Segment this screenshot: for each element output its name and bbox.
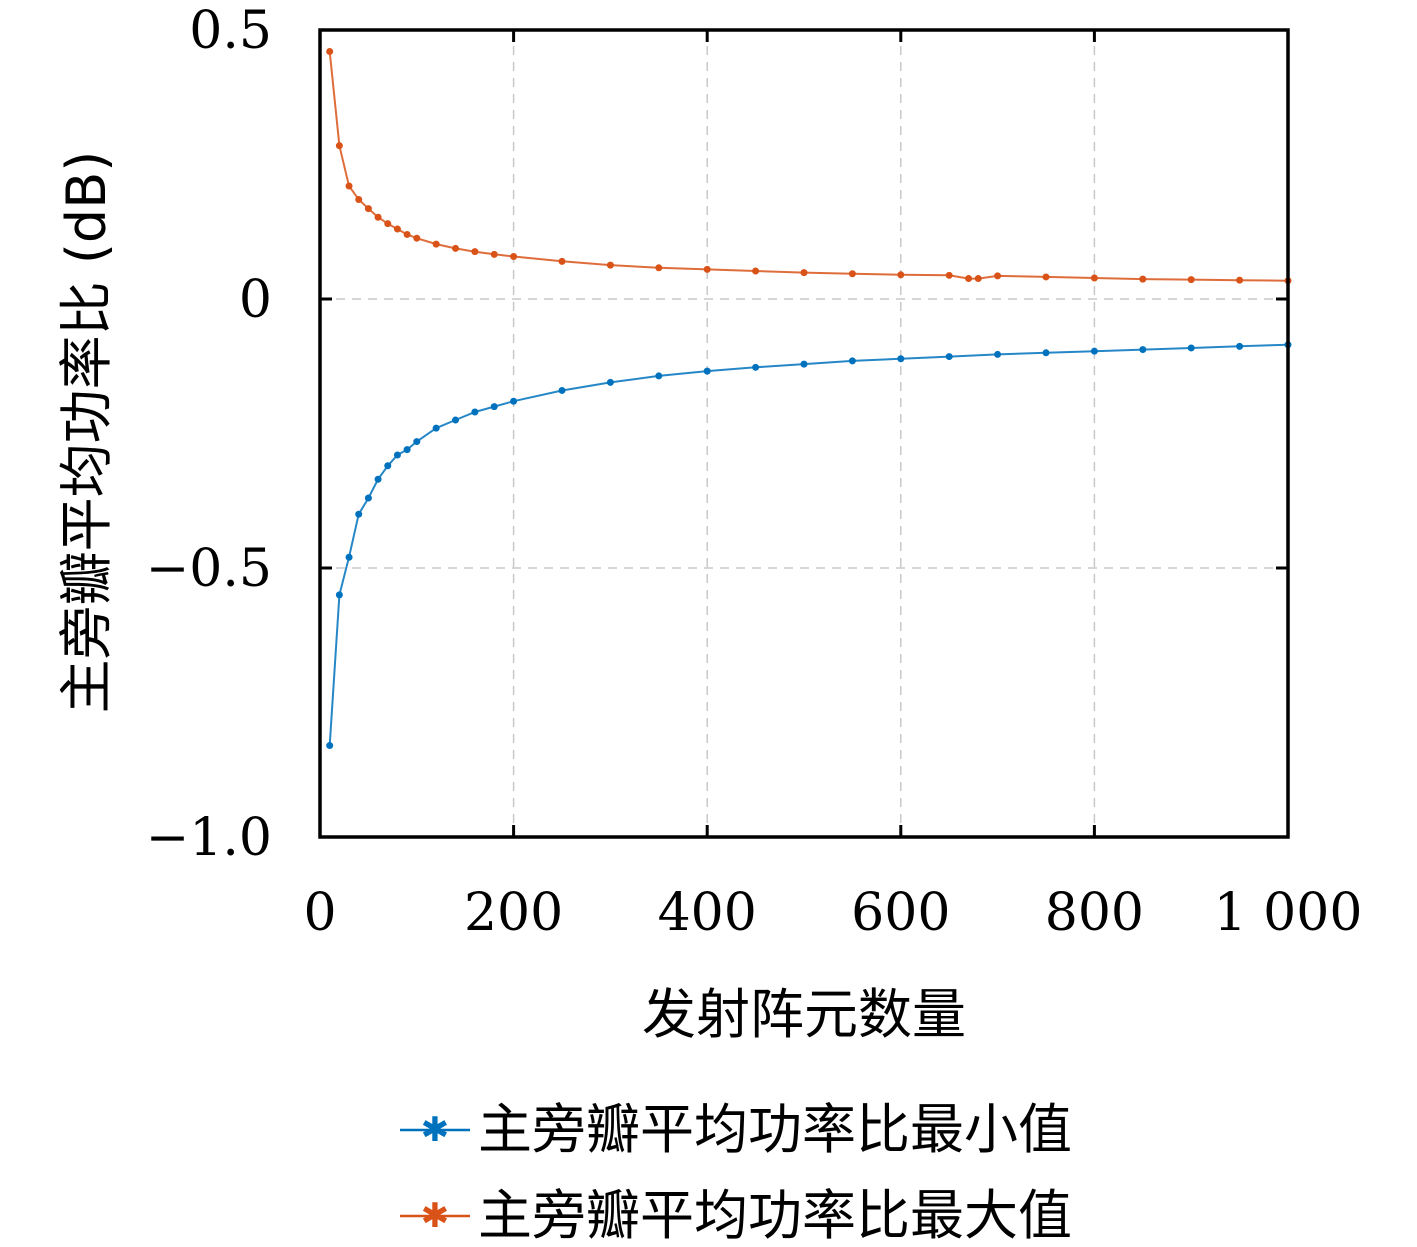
x-tick-label: 400 bbox=[658, 883, 757, 943]
x-tick-label: 0 bbox=[303, 883, 336, 943]
grid bbox=[320, 30, 1288, 837]
series-layer bbox=[326, 48, 1292, 750]
data-point bbox=[606, 261, 614, 269]
legend-item-max: ✱ 主旁瓣平均功率比最大值 bbox=[400, 1184, 1072, 1247]
x-axis-title: 发射阵元数量 bbox=[642, 983, 966, 1046]
data-point bbox=[384, 220, 392, 228]
data-point bbox=[384, 462, 392, 470]
data-point bbox=[1139, 275, 1147, 283]
data-point bbox=[897, 355, 905, 363]
series-1 bbox=[326, 48, 1292, 285]
legend-marker-max: ✱ bbox=[421, 1196, 450, 1236]
data-point bbox=[1139, 346, 1147, 354]
data-point bbox=[800, 360, 808, 368]
data-point bbox=[752, 267, 760, 275]
data-point bbox=[403, 446, 411, 454]
series-0 bbox=[326, 341, 1292, 750]
data-point bbox=[848, 357, 856, 365]
data-point bbox=[364, 205, 372, 213]
data-point bbox=[1187, 344, 1195, 352]
data-point bbox=[490, 403, 498, 411]
x-tick-label: 1 000 bbox=[1214, 883, 1363, 943]
data-point bbox=[800, 269, 808, 277]
plot-frame bbox=[318, 28, 1290, 839]
data-point bbox=[471, 408, 479, 416]
x-tick-label: 800 bbox=[1045, 883, 1144, 943]
data-point bbox=[752, 363, 760, 371]
data-point bbox=[655, 264, 663, 272]
data-point bbox=[1090, 274, 1098, 282]
data-point bbox=[945, 353, 953, 361]
y-tick-label: 0.5 bbox=[189, 1, 272, 61]
y-tick-label: −0.5 bbox=[146, 539, 272, 599]
y-axis-title: 主旁瓣平均功率比 (dB) bbox=[55, 151, 118, 714]
data-point bbox=[558, 257, 566, 265]
data-point bbox=[994, 350, 1002, 358]
data-point bbox=[1236, 342, 1244, 350]
data-point bbox=[994, 272, 1002, 280]
data-point bbox=[432, 424, 440, 432]
data-point bbox=[703, 367, 711, 375]
data-point bbox=[326, 742, 334, 750]
data-point bbox=[1042, 349, 1050, 357]
x-tick-label: 200 bbox=[464, 883, 563, 943]
tick-labels: 0 200 400 600 800 1 000 −1.0 −0.5 0 0.5 bbox=[146, 1, 1363, 943]
legend: ✱ 主旁瓣平均功率比最小值 ✱ 主旁瓣平均功率比最大值 bbox=[400, 1098, 1072, 1247]
data-point bbox=[655, 372, 663, 380]
y-tick-label: 0 bbox=[239, 270, 272, 330]
data-point bbox=[945, 271, 953, 279]
data-point bbox=[374, 475, 382, 483]
series-line bbox=[328, 51, 1289, 282]
data-point bbox=[355, 195, 363, 203]
data-point bbox=[452, 416, 460, 424]
data-point bbox=[703, 265, 711, 273]
data-point bbox=[965, 275, 973, 283]
data-point bbox=[393, 451, 401, 459]
data-point bbox=[1236, 276, 1244, 284]
data-point bbox=[345, 182, 353, 190]
y-tick-label: −1.0 bbox=[146, 808, 272, 868]
data-point bbox=[510, 397, 518, 405]
data-point bbox=[355, 510, 363, 518]
x-tick-label: 600 bbox=[851, 883, 950, 943]
data-point bbox=[413, 234, 421, 242]
data-point bbox=[364, 494, 372, 502]
data-point bbox=[471, 248, 479, 256]
data-point bbox=[345, 553, 353, 561]
data-point bbox=[606, 378, 614, 386]
legend-marker-min: ✱ bbox=[421, 1110, 450, 1150]
legend-label-min: 主旁瓣平均功率比最小值 bbox=[478, 1098, 1072, 1161]
data-point bbox=[335, 142, 343, 150]
data-point bbox=[452, 244, 460, 252]
data-point bbox=[1090, 347, 1098, 355]
data-point bbox=[393, 225, 401, 233]
axis-ticks bbox=[318, 28, 1290, 839]
data-point bbox=[326, 48, 334, 56]
data-point bbox=[974, 275, 982, 283]
data-point bbox=[897, 271, 905, 279]
legend-label-max: 主旁瓣平均功率比最大值 bbox=[478, 1184, 1072, 1247]
data-point bbox=[1187, 276, 1195, 284]
data-point bbox=[432, 240, 440, 248]
data-point bbox=[848, 270, 856, 278]
data-point bbox=[374, 213, 382, 221]
data-point bbox=[413, 438, 421, 446]
data-point bbox=[558, 386, 566, 394]
series-line bbox=[328, 343, 1289, 746]
data-point bbox=[403, 230, 411, 238]
legend-item-min: ✱ 主旁瓣平均功率比最小值 bbox=[400, 1098, 1072, 1161]
data-point bbox=[490, 250, 498, 258]
data-point bbox=[1042, 273, 1050, 281]
data-point bbox=[510, 252, 518, 260]
data-point bbox=[335, 591, 343, 599]
